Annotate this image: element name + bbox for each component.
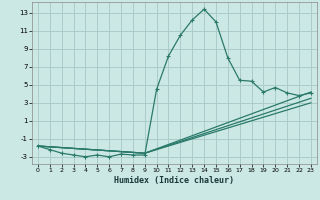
X-axis label: Humidex (Indice chaleur): Humidex (Indice chaleur) xyxy=(115,176,234,185)
